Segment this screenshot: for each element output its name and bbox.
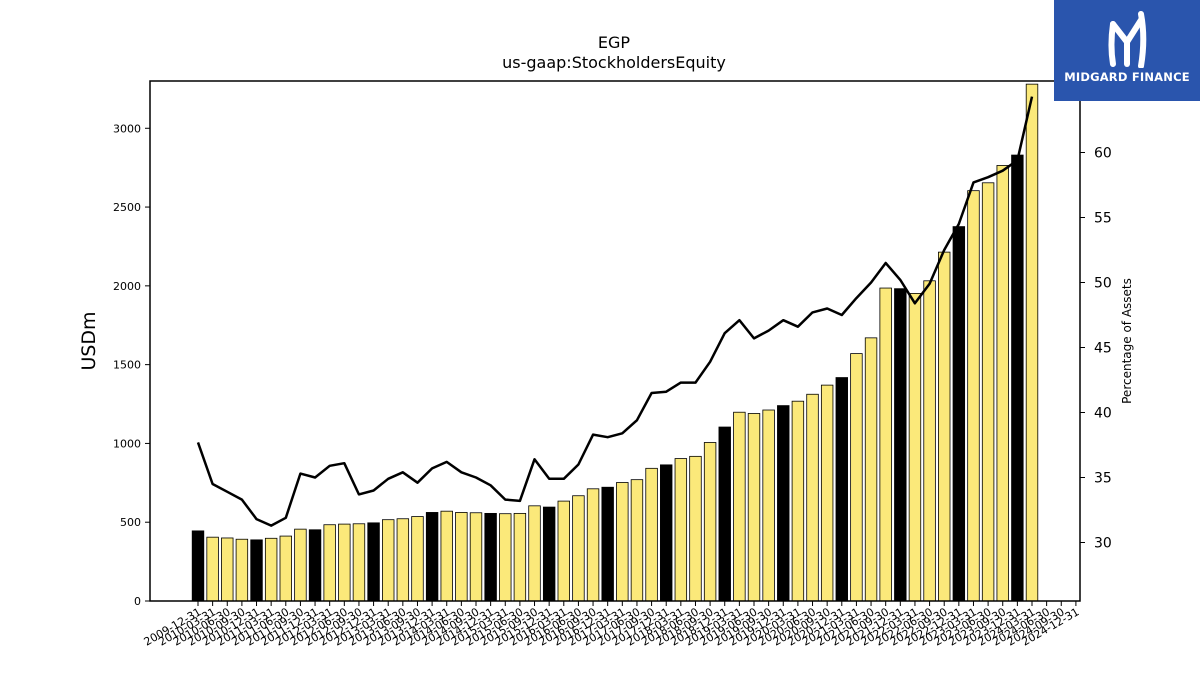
bar <box>455 512 468 602</box>
y2-tick-label: 60 <box>1094 146 1112 162</box>
y2-tick-label: 40 <box>1094 406 1112 422</box>
y-tick-label: 2000 <box>113 280 141 293</box>
midgard-logo-icon <box>1108 11 1147 68</box>
y2-tick-label: 50 <box>1094 276 1112 292</box>
bar <box>206 536 219 602</box>
bar <box>440 510 453 602</box>
y2-tick-label: 35 <box>1094 471 1112 487</box>
percentage-of-assets-line <box>196 96 1034 527</box>
y2-axis-ticks: 30 35 40 45 50 55 60 <box>1080 146 1112 552</box>
bar <box>557 500 570 602</box>
bar <box>352 523 366 602</box>
bar <box>645 467 658 602</box>
chart-subtitle: us-gaap:StockholdersEquity <box>502 53 726 72</box>
plot-frame <box>149 80 1081 602</box>
bar <box>572 495 585 602</box>
y2-axis-label: Percentage of Assets <box>1120 278 1134 404</box>
y2-tick-label: 30 <box>1094 536 1112 552</box>
bar <box>469 512 483 602</box>
bar <box>981 182 995 602</box>
brand-logo: MIDGARD FINANCE <box>1054 0 1200 101</box>
bar <box>747 413 761 602</box>
y-tick-label: 3000 <box>113 122 141 135</box>
bar <box>191 530 205 602</box>
bar <box>499 513 512 602</box>
bar <box>235 538 249 602</box>
bar <box>396 518 410 602</box>
bar <box>221 537 234 602</box>
bar <box>894 288 907 602</box>
bar <box>718 426 731 602</box>
bar <box>367 522 380 602</box>
bar <box>850 353 863 602</box>
bar <box>616 482 629 602</box>
bar <box>250 539 263 602</box>
y2-tick-label: 45 <box>1094 341 1112 357</box>
bar <box>923 280 936 602</box>
y-tick-label: 2500 <box>113 201 141 214</box>
bar <box>967 190 980 602</box>
bar <box>996 165 1009 602</box>
bar <box>586 488 600 602</box>
bar <box>484 512 497 602</box>
bar <box>689 455 702 602</box>
bar <box>279 535 292 602</box>
bar <box>323 524 336 602</box>
bar <box>777 405 790 602</box>
bar <box>294 528 307 602</box>
y-tick-label: 500 <box>120 516 141 529</box>
bar <box>806 393 819 602</box>
bar-series <box>191 83 1039 602</box>
y2-tick-label: 55 <box>1094 211 1112 227</box>
bar <box>601 486 614 602</box>
bar <box>382 519 395 602</box>
bar <box>938 251 951 602</box>
bar <box>703 442 717 602</box>
bar <box>952 226 966 602</box>
x-axis-ticks: 2009-12-312010-03-312010-06-302010-09-30… <box>142 601 1081 649</box>
bar <box>1011 154 1024 602</box>
bar <box>528 505 541 602</box>
bar <box>864 337 878 602</box>
bar <box>513 512 527 602</box>
bar <box>411 516 424 602</box>
bar <box>835 377 848 602</box>
bar <box>1025 83 1039 602</box>
bar <box>908 293 922 602</box>
y-tick-label: 0 <box>134 595 141 608</box>
y-axis-label: USDm <box>78 311 100 370</box>
y-tick-label: 1000 <box>113 437 141 450</box>
bar <box>762 409 775 602</box>
bar <box>630 479 644 602</box>
bar <box>542 506 556 602</box>
y-tick-label: 1500 <box>113 359 141 372</box>
chart-title: EGP <box>598 33 631 52</box>
bar <box>425 512 439 602</box>
brand-name: MIDGARD FINANCE <box>1064 70 1190 84</box>
bar <box>791 400 805 602</box>
bar <box>264 537 278 602</box>
bar <box>338 523 351 602</box>
bar <box>660 464 673 602</box>
bar <box>733 411 746 602</box>
bar <box>674 458 688 602</box>
bar <box>879 287 892 602</box>
y-axis-ticks: 0 500 1000 1500 2000 2500 3000 <box>113 122 150 608</box>
bar <box>820 384 834 602</box>
bar <box>308 529 322 602</box>
